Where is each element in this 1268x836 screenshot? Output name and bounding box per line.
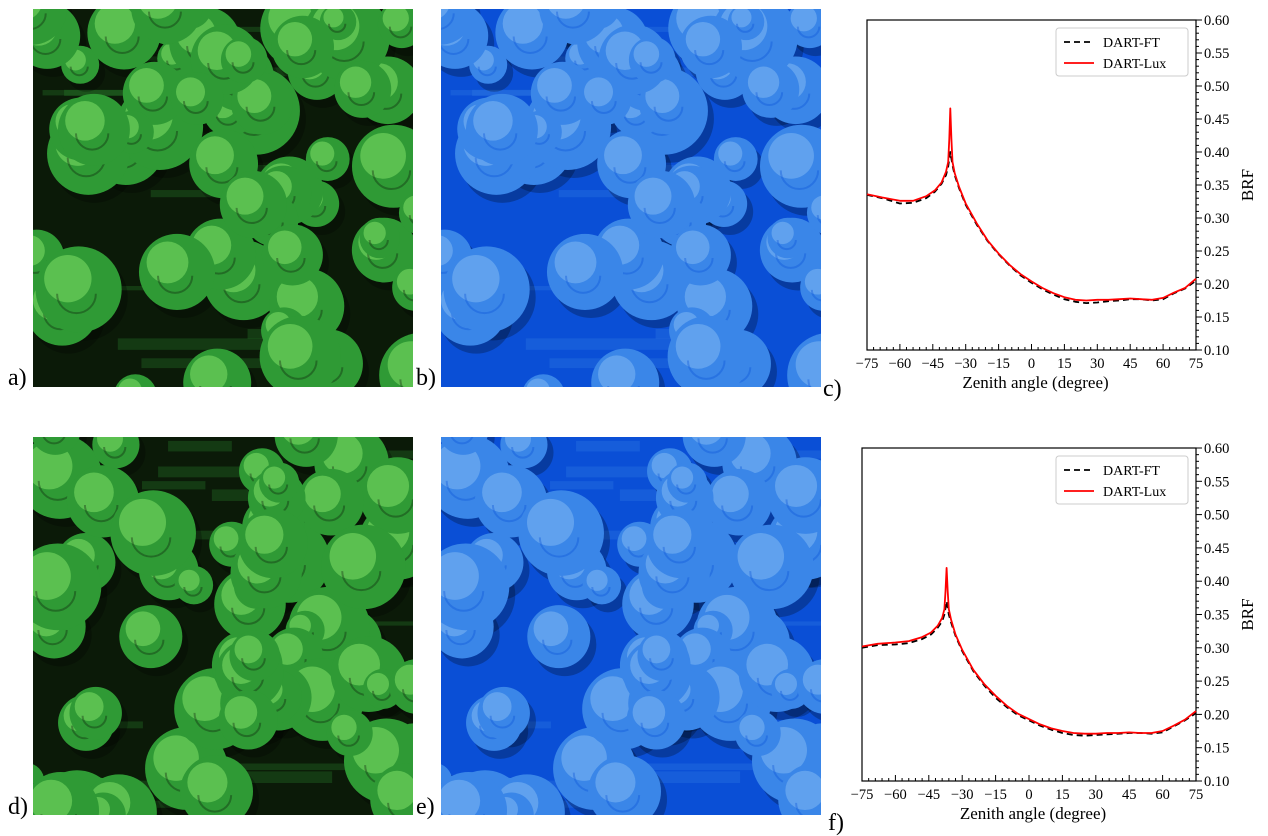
y-tick-label: 0.60 [1204, 441, 1229, 457]
series-line-dart-lux [861, 567, 1197, 735]
x-tick-label: 60 [1155, 787, 1170, 803]
y-tick-label: 0.55 [1204, 474, 1229, 490]
x-tick-label: −75 [851, 787, 874, 803]
series-line-dart-ft [861, 600, 1197, 737]
x-tick-label: 0 [1025, 787, 1032, 803]
panel-b-blue-image [441, 9, 821, 387]
panel-d-rgb-image [33, 437, 413, 815]
x-tick-label: −15 [987, 356, 1010, 372]
y-tick-label: 0.10 [1204, 774, 1229, 790]
y-tick-label: 0.40 [1204, 145, 1229, 161]
y-tick-label: 0.25 [1204, 674, 1229, 690]
x-tick-label: −30 [954, 356, 977, 372]
panel-label-a: a) [8, 365, 27, 391]
x-tick-label: −15 [984, 787, 1007, 803]
canopy-rgb-image [33, 9, 413, 387]
x-tick-label: 45 [1122, 787, 1137, 803]
panel-label-e: e) [416, 794, 435, 820]
legend-label: DART-Lux [1103, 485, 1166, 500]
y-tick-label: 0.35 [1204, 178, 1229, 194]
panel-label-c: c) [823, 376, 842, 402]
series-line-dart-lux [866, 107, 1197, 302]
x-axis-label: Zenith angle (degree) [962, 373, 1108, 392]
y-tick-label: 0.15 [1204, 741, 1229, 757]
panel-label-f: f) [828, 810, 844, 836]
y-tick-label: 0.55 [1204, 46, 1229, 62]
canopy-rgb-image [33, 437, 413, 815]
panel-label-b: b) [416, 365, 436, 391]
legend-box [1055, 455, 1189, 505]
x-tick-label: 30 [1090, 356, 1105, 372]
y-tick-label: 0.15 [1204, 310, 1229, 326]
y-tick-label: 0.60 [1204, 13, 1229, 29]
panel-a-rgb-image [33, 9, 413, 387]
y-tick-label: 0.30 [1204, 211, 1229, 227]
x-tick-label: 60 [1156, 356, 1171, 372]
y-tick-label: 0.25 [1204, 244, 1229, 260]
x-tick-label: −45 [921, 356, 944, 372]
x-tick-label: 75 [1189, 356, 1204, 372]
x-tick-label: −45 [917, 787, 940, 803]
y-tick-label: 0.30 [1204, 641, 1229, 657]
x-tick-label: 75 [1189, 787, 1204, 803]
y-tick-label: 0.35 [1204, 608, 1229, 624]
x-axis-label: Zenith angle (degree) [960, 804, 1106, 823]
y-tick-label: 0.45 [1204, 112, 1229, 128]
y-tick-label: 0.20 [1204, 277, 1229, 293]
legend-label: DART-FT [1103, 464, 1160, 479]
x-tick-label: 30 [1089, 787, 1104, 803]
legend-label: DART-FT [1103, 36, 1160, 51]
x-tick-label: 15 [1055, 787, 1070, 803]
x-tick-label: 15 [1057, 356, 1072, 372]
panel-label-d: d) [8, 794, 28, 820]
x-tick-label: −60 [889, 356, 912, 372]
y-tick-label: 0.40 [1204, 574, 1229, 590]
y-tick-label: 0.45 [1204, 541, 1229, 557]
y-axis-label: BRF [1238, 169, 1257, 201]
legend-label: DART-Lux [1103, 57, 1166, 72]
x-tick-label: 45 [1123, 356, 1138, 372]
y-tick-label: 0.50 [1204, 508, 1229, 524]
x-tick-label: 0 [1028, 356, 1035, 372]
panel-e-blue-image [441, 437, 821, 815]
legend-box [1055, 27, 1189, 77]
chart-c: −75 −60 −45 −30 −15 0 15 30 45 60 750.10 0.15 0.20 0.… [856, 13, 1257, 392]
x-tick-label: −75 [856, 356, 879, 372]
y-axis-label: BRF [1238, 598, 1257, 630]
x-tick-label: −60 [884, 787, 907, 803]
y-tick-label: 0.10 [1204, 343, 1229, 359]
y-tick-label: 0.20 [1204, 707, 1229, 723]
canopy-blue-image [441, 9, 821, 387]
y-tick-label: 0.50 [1204, 79, 1229, 95]
x-tick-label: −30 [951, 787, 974, 803]
canopy-blue-image [441, 437, 821, 815]
